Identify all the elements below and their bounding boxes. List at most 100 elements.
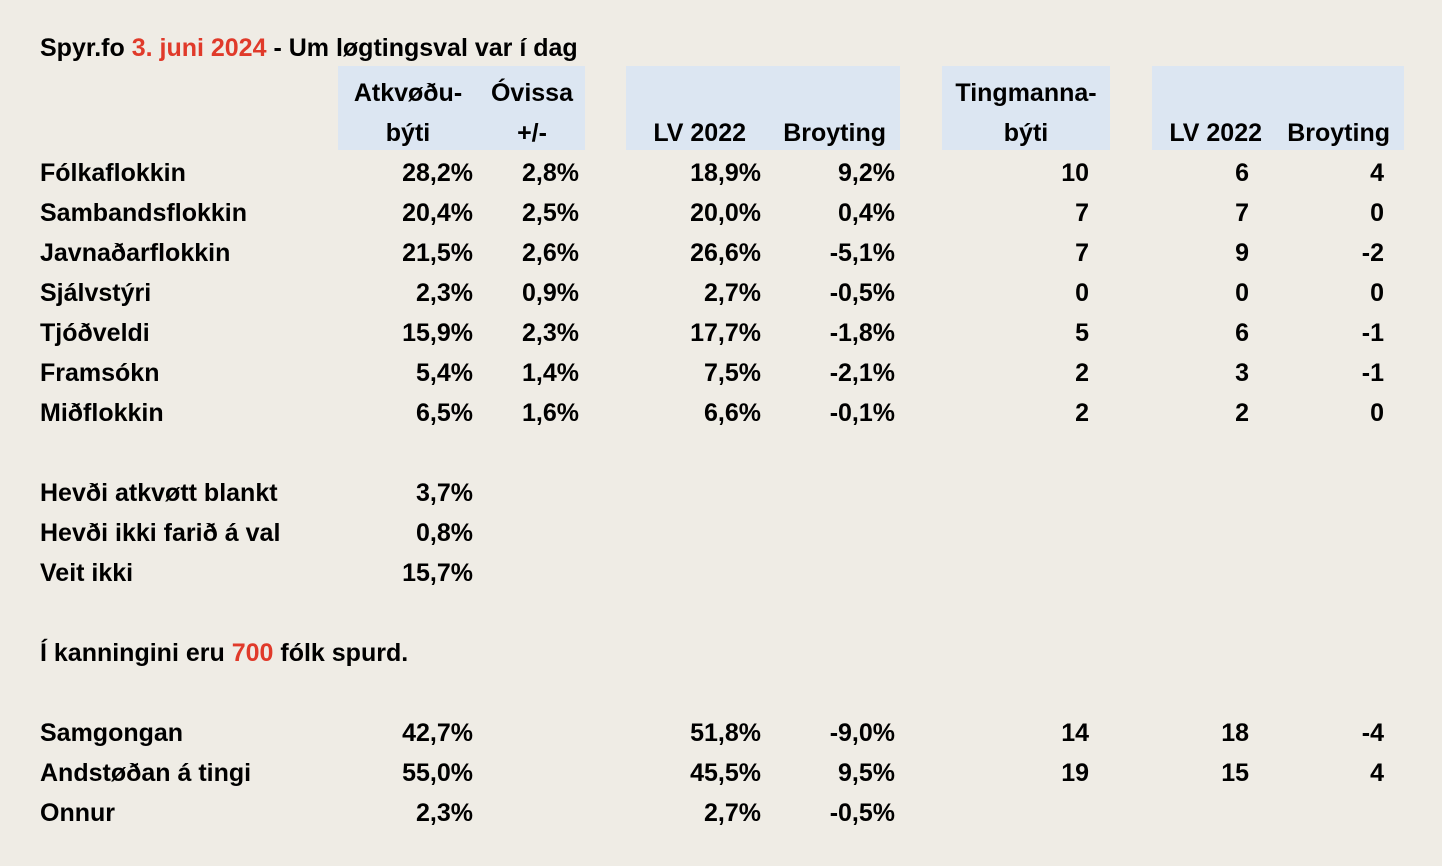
party-seats-change: 4 (1370, 159, 1384, 187)
header-ovissa-line1: Óvissa (490, 79, 573, 107)
bloc-seats-2022: 15 (1221, 759, 1249, 787)
party-change: 9,2% (838, 159, 895, 187)
header-broyting: Broyting (783, 119, 886, 147)
page-title: Spyr.fo 3. juni 2024 - Um løgtingsval va… (40, 28, 578, 68)
bloc-share: 2,3% (416, 799, 473, 827)
party-seats: 5 (1075, 319, 1089, 347)
other-value: 3,7% (416, 479, 473, 507)
title-date: 3. juni 2024 (131, 34, 267, 62)
header-ovissa-line2: +/- (517, 119, 547, 147)
party-seats: 7 (1075, 239, 1089, 267)
party-name: Sambandsflokkin (40, 199, 247, 227)
bloc-name: Andstøðan á tingi (40, 759, 252, 787)
party-lv2022: 2,7% (704, 279, 761, 307)
header-atkvodubyti-line1: Atkvøðu- (353, 79, 463, 107)
party-lv2022: 20,0% (690, 199, 761, 227)
party-uncertainty: 1,4% (522, 359, 579, 387)
bloc-seats-2022: 18 (1221, 719, 1249, 747)
bloc-seats: 19 (1061, 759, 1089, 787)
sample-suffix: fólk spurd. (280, 639, 409, 667)
party-uncertainty: 2,8% (522, 159, 579, 187)
party-change: -2,1% (829, 359, 895, 387)
other-label: Hevði atkvøtt blankt (40, 479, 278, 507)
party-share: 5,4% (416, 359, 473, 387)
party-seats-change: -1 (1361, 319, 1384, 347)
party-seats: 2 (1075, 399, 1089, 427)
bloc-seats: 14 (1061, 719, 1089, 747)
bloc-lv2022: 51,8% (690, 719, 761, 747)
party-change: -5,1% (829, 239, 895, 267)
sample-count: 700 (231, 639, 274, 667)
bloc-seats-change: -4 (1361, 719, 1384, 747)
party-lv2022: 6,6% (704, 399, 761, 427)
header-block-lv2022 (626, 66, 900, 150)
header-seats-lv2022: LV 2022 (1169, 119, 1262, 147)
bloc-name: Samgongan (40, 719, 184, 747)
bloc-share: 55,0% (402, 759, 473, 787)
party-name: Framsókn (40, 359, 160, 387)
header-atkvodubyti-line2: býti (385, 119, 431, 147)
party-seats: 10 (1061, 159, 1089, 187)
party-name: Sjálvstýri (40, 279, 152, 307)
party-lv2022: 7,5% (704, 359, 761, 387)
party-seats-2022: 3 (1235, 359, 1249, 387)
party-name: Javnaðarflokkin (40, 239, 231, 267)
party-lv2022: 18,9% (690, 159, 761, 187)
header-lv2022: LV 2022 (653, 119, 746, 147)
party-seats-2022: 2 (1235, 399, 1249, 427)
party-uncertainty: 2,6% (522, 239, 579, 267)
bloc-share: 42,7% (402, 719, 473, 747)
party-seats-2022: 6 (1235, 159, 1249, 187)
title-source: Spyr.fo (40, 34, 125, 62)
party-uncertainty: 2,3% (522, 319, 579, 347)
party-seats-change: -2 (1361, 239, 1384, 267)
header-block-share (338, 66, 585, 150)
party-share: 21,5% (402, 239, 473, 267)
party-lv2022: 17,7% (690, 319, 761, 347)
party-share: 15,9% (402, 319, 473, 347)
party-share: 20,4% (402, 199, 473, 227)
party-seats: 7 (1075, 199, 1089, 227)
other-value: 0,8% (416, 519, 473, 547)
sample-prefix: Í kanningini eru (40, 639, 225, 667)
party-name: Miðflokkin (40, 399, 164, 427)
other-label: Hevði ikki farið á val (40, 519, 281, 547)
party-seats-2022: 6 (1235, 319, 1249, 347)
other-label: Veit ikki (40, 559, 134, 587)
party-seats-2022: 7 (1235, 199, 1249, 227)
header-tingmannabyti-line1: Tingmanna- (955, 79, 1097, 107)
bloc-lv2022: 45,5% (690, 759, 761, 787)
party-change: -1,8% (829, 319, 895, 347)
party-seats: 2 (1075, 359, 1089, 387)
bloc-name: Onnur (40, 799, 115, 827)
party-share: 6,5% (416, 399, 473, 427)
bloc-lv2022: 2,7% (704, 799, 761, 827)
other-value: 15,7% (402, 559, 473, 587)
party-share: 28,2% (402, 159, 473, 187)
party-uncertainty: 0,9% (522, 279, 579, 307)
party-seats-2022: 9 (1235, 239, 1249, 267)
party-seats: 0 (1075, 279, 1089, 307)
party-name: Tjóðveldi (40, 319, 150, 347)
party-seats-change: 0 (1370, 199, 1384, 227)
sample-size-note: Í kanningini eru 700 fólk spurd. (40, 633, 408, 673)
party-name: Fólkaflokkin (40, 159, 186, 187)
header-block-seats-lv2022 (1152, 66, 1404, 150)
title-suffix: - Um løgtingsval var í dag (273, 34, 578, 62)
party-change: -0,1% (829, 399, 895, 427)
header-tingmannabyti-line2: býti (1003, 119, 1049, 147)
party-seats-change: 0 (1370, 399, 1384, 427)
party-lv2022: 26,6% (690, 239, 761, 267)
bloc-change: -0,5% (829, 799, 895, 827)
header-seats-broyting: Broyting (1287, 119, 1390, 147)
party-seats-2022: 0 (1235, 279, 1249, 307)
party-share: 2,3% (416, 279, 473, 307)
header-block-seats (942, 66, 1110, 150)
party-change: 0,4% (838, 199, 895, 227)
party-uncertainty: 2,5% (522, 199, 579, 227)
bloc-change: -9,0% (829, 719, 895, 747)
party-seats-change: -1 (1361, 359, 1384, 387)
party-seats-change: 0 (1370, 279, 1384, 307)
bloc-change: 9,5% (838, 759, 895, 787)
party-uncertainty: 1,6% (522, 399, 579, 427)
